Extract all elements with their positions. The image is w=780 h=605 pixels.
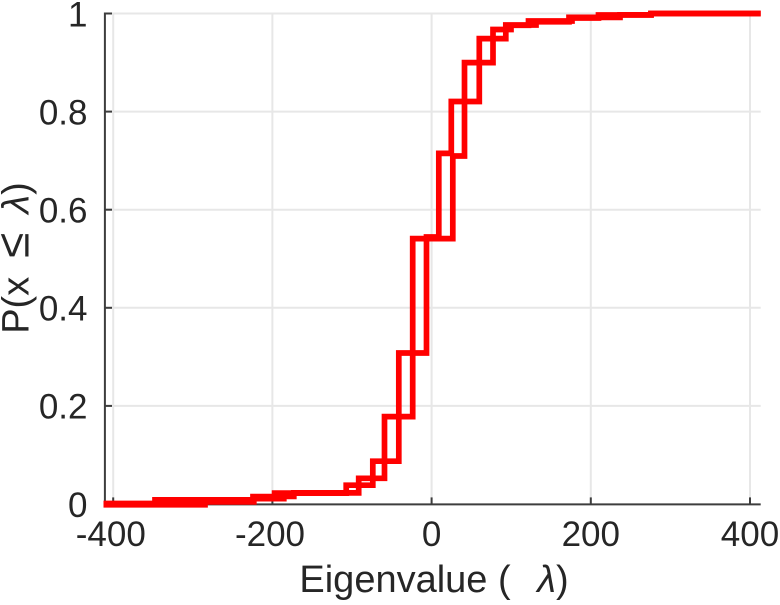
svg-text:0: 0 (422, 515, 441, 554)
svg-text:0.2: 0.2 (39, 388, 88, 427)
svg-text:0: 0 (68, 486, 87, 525)
svg-text:0.6: 0.6 (39, 192, 88, 231)
svg-text:0.4: 0.4 (39, 290, 88, 329)
svg-text:0.8: 0.8 (39, 93, 88, 132)
svg-text:Eigenvalue ( λ): Eigenvalue ( λ) (299, 559, 568, 600)
svg-text:1: 1 (68, 0, 87, 34)
svg-text:-200: -200 (235, 515, 305, 554)
svg-text:P(x ≤ λ): P(x ≤ λ) (0, 182, 39, 334)
svg-text:400: 400 (721, 515, 779, 554)
svg-text:200: 200 (562, 515, 620, 554)
svg-text:-400: -400 (76, 515, 146, 554)
